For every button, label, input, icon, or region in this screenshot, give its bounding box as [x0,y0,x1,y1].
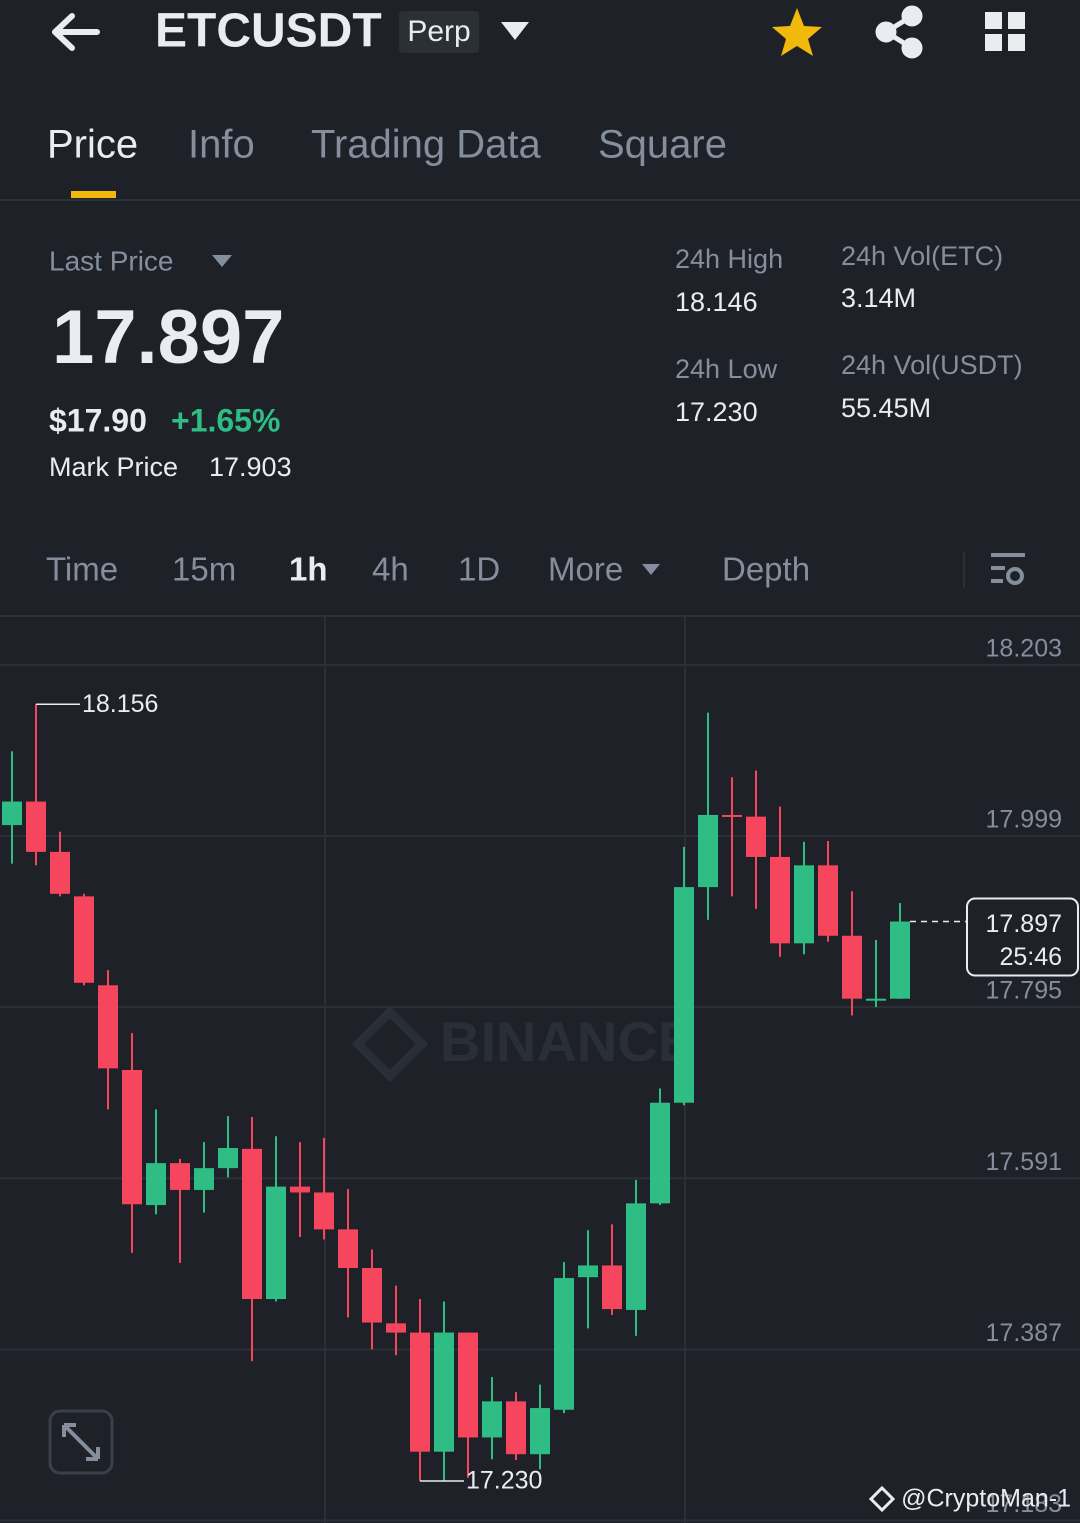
candle-body [698,814,718,888]
candle-body [458,1332,478,1438]
candle-body [842,935,862,999]
candle-body [242,1148,262,1300]
candle-body [338,1229,358,1268]
candle-body [890,921,910,999]
vol-etc-label: 24h Vol(ETC) [841,241,1003,271]
tab[interactable]: Info [188,123,255,167]
last-price: 17.897 [52,295,284,380]
candle-body [674,887,694,1103]
symbol-dropdown[interactable] [501,22,529,40]
last-price-label: 17.897 [986,910,1062,938]
last-price-box [966,897,1079,977]
low-value: 17.230 [675,397,758,427]
candle-body [98,985,118,1069]
y-tick-label: 18.203 [986,634,1062,662]
candle-body [362,1267,382,1323]
favorite-star[interactable] [772,8,822,56]
candle-body [26,801,46,852]
interval[interactable]: 15m [172,551,236,588]
fullscreen-button[interactable] [48,1409,114,1475]
price-change: +1.65% [171,402,280,438]
high-label: 24h High [675,244,783,274]
countdown: 25:46 [999,943,1062,971]
share-button[interactable] [875,5,923,59]
candle-body [386,1323,406,1333]
y-tick-label: 17.999 [986,806,1062,834]
candle-body [290,1186,310,1193]
candle-body [506,1401,526,1455]
candle-body [170,1163,190,1190]
last-price-label: Last Price [49,245,174,276]
candle-body [626,1203,646,1310]
credit-logo [868,1485,896,1513]
max-label: 18.156 [82,690,158,718]
y-tick-label: 17.795 [986,977,1062,1005]
vol-etc-value: 3.14M [841,283,916,313]
candle-body [122,1070,142,1205]
candle-body [818,865,838,936]
candle-body [746,816,766,857]
candle-body [866,998,886,1001]
watermark-logo [351,1005,429,1083]
tab-indicator [71,191,116,198]
fullscreen-icon [62,1423,100,1461]
vol-usdt-label: 24h Vol(USDT) [841,350,1023,380]
tab[interactable]: Square [598,123,727,167]
vol-usdt-value: 55.45M [841,393,931,423]
chart-settings[interactable] [991,553,1025,585]
candle-body [2,801,22,826]
credit: @CryptoMan-1 [901,1485,1071,1513]
candle-body [770,856,790,944]
candle-body [722,814,742,817]
candle-body [578,1265,598,1278]
candle-body [650,1102,670,1204]
interval[interactable]: Depth [722,551,810,588]
y-tick-label: 17.387 [986,1319,1062,1347]
candle-body [194,1168,214,1190]
tab[interactable]: Price [47,123,138,167]
low-label: 24h Low [675,354,778,384]
candle-body [554,1278,574,1410]
interval[interactable]: 4h [372,551,409,588]
candle-body [410,1332,430,1452]
contract-badge [399,11,479,53]
high-value: 18.146 [675,287,758,317]
y-tick-label: 17.183 [986,1490,1062,1518]
tab[interactable]: Trading Data [311,123,542,167]
more-dropdown[interactable] [642,564,660,575]
candle-body [74,896,94,983]
mark-price: 17.903 [209,452,292,482]
candle-body [266,1186,286,1300]
candle-body [146,1163,166,1206]
interval[interactable]: More [548,551,623,588]
candle-body [218,1148,238,1169]
layout-button[interactable] [985,12,1025,51]
candle-body [314,1192,334,1230]
watermark: BINANCE [440,1010,695,1073]
candle-body [434,1332,454,1452]
candle-body [530,1408,550,1455]
candle-body [794,865,814,944]
back-button[interactable] [52,13,100,51]
interval[interactable]: 1D [458,551,500,588]
candle-body [602,1265,622,1310]
contract: Perp [407,15,470,48]
usd-price: $17.90 [49,402,147,438]
interval[interactable]: Time [46,551,118,588]
interval-active[interactable]: 1h [289,551,328,588]
candle-body [50,851,70,894]
candle-body [482,1401,502,1438]
symbol: ETCUSDT [155,5,382,58]
mark-price-label: Mark Price [49,452,178,482]
y-tick-label: 17.591 [986,1148,1062,1176]
min-label: 17.230 [466,1467,542,1495]
price-type-dropdown[interactable] [212,255,232,267]
